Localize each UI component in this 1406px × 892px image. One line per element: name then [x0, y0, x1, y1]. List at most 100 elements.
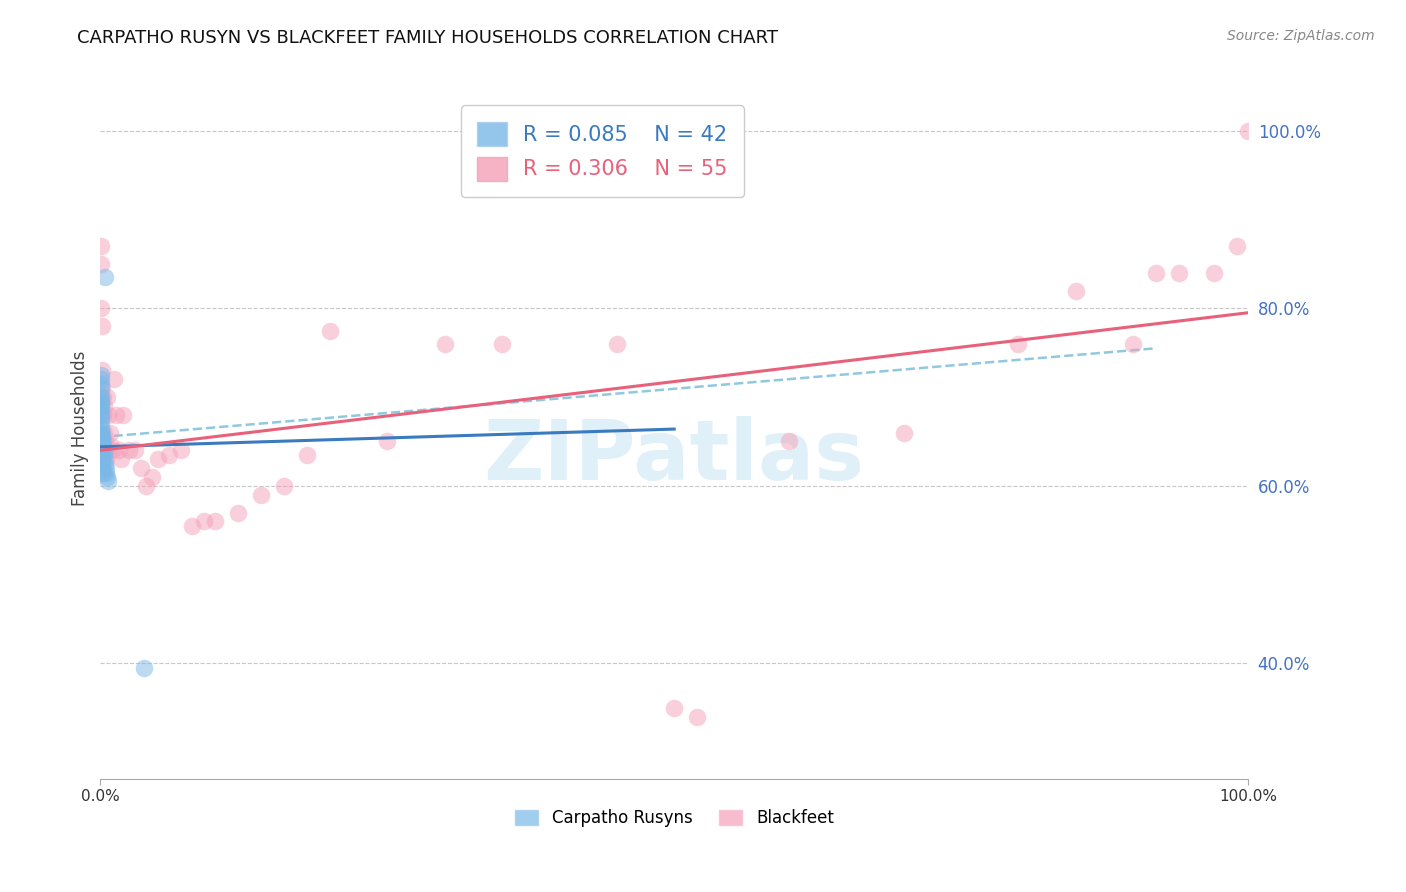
Point: [135, 479, 157, 493]
Point: [90, 443, 112, 458]
Point: [1122, 336, 1144, 351]
Point: [90, 390, 112, 404]
Point: [91, 452, 114, 467]
Point: [295, 448, 318, 462]
Point: [112, 408, 135, 422]
Point: [893, 425, 915, 440]
Point: [91, 466, 114, 480]
Point: [90, 390, 112, 404]
Point: [90, 394, 112, 409]
Point: [686, 710, 709, 724]
Point: [319, 324, 342, 338]
Point: [1064, 284, 1087, 298]
Point: [90, 434, 112, 449]
Point: [96, 390, 118, 404]
Point: [93, 399, 115, 413]
Point: [94, 452, 117, 467]
Point: [118, 443, 141, 458]
Point: [91, 381, 114, 395]
Point: [91, 439, 114, 453]
Point: [90, 434, 112, 449]
Point: [90, 425, 112, 440]
Point: [93, 452, 115, 467]
Point: [100, 439, 122, 453]
Point: [91, 448, 114, 462]
Point: [94, 461, 117, 475]
Point: [1144, 266, 1167, 280]
Point: [90, 408, 112, 422]
Point: [90, 417, 112, 431]
Point: [105, 408, 128, 422]
Point: [90, 381, 112, 395]
Point: [97, 475, 120, 489]
Point: [146, 452, 169, 467]
Point: [94, 443, 117, 458]
Point: [90, 421, 112, 435]
Point: [94, 270, 117, 285]
Point: [157, 448, 180, 462]
Point: [491, 336, 513, 351]
Point: [90, 394, 112, 409]
Point: [98, 425, 121, 440]
Point: [1225, 239, 1247, 253]
Point: [97, 408, 120, 422]
Point: [273, 479, 295, 493]
Text: Source: ZipAtlas.com: Source: ZipAtlas.com: [1227, 29, 1375, 43]
Point: [90, 412, 112, 426]
Point: [129, 461, 152, 475]
Point: [90, 439, 112, 453]
Point: [90, 319, 112, 334]
Point: [226, 506, 249, 520]
Point: [110, 452, 132, 467]
Point: [606, 336, 628, 351]
Point: [91, 390, 114, 404]
Point: [1168, 266, 1191, 280]
Point: [181, 519, 204, 533]
Point: [93, 443, 115, 458]
Point: [90, 403, 112, 417]
Point: [90, 408, 112, 422]
Point: [193, 515, 215, 529]
Point: [204, 515, 226, 529]
Point: [90, 430, 112, 444]
Text: ZIPatlas: ZIPatlas: [484, 416, 865, 497]
Point: [778, 434, 800, 449]
Point: [90, 425, 112, 440]
Point: [90, 399, 112, 413]
Point: [91, 457, 114, 471]
Point: [90, 239, 112, 253]
Point: [103, 372, 125, 386]
Point: [93, 425, 115, 440]
Point: [90, 376, 112, 391]
Point: [1202, 266, 1225, 280]
Point: [662, 701, 685, 715]
Point: [433, 336, 456, 351]
Point: [132, 661, 155, 675]
Point: [170, 443, 193, 458]
Point: [101, 443, 124, 458]
Point: [90, 430, 112, 444]
Point: [94, 457, 117, 471]
Point: [107, 443, 129, 458]
Point: [250, 488, 273, 502]
Point: [375, 434, 398, 449]
Point: [1237, 124, 1260, 138]
Point: [90, 301, 112, 316]
Point: [90, 368, 112, 382]
Point: [96, 470, 118, 484]
Point: [90, 425, 112, 440]
Point: [1007, 336, 1029, 351]
Point: [141, 470, 163, 484]
Point: [124, 443, 146, 458]
Point: [90, 399, 112, 413]
Legend: Carpatho Rusyns, Blackfeet: Carpatho Rusyns, Blackfeet: [508, 802, 841, 834]
Point: [94, 434, 117, 449]
Point: [91, 408, 114, 422]
Point: [90, 257, 112, 271]
Point: [94, 466, 117, 480]
Text: CARPATHO RUSYN VS BLACKFEET FAMILY HOUSEHOLDS CORRELATION CHART: CARPATHO RUSYN VS BLACKFEET FAMILY HOUSE…: [77, 29, 779, 46]
Point: [91, 363, 114, 377]
Y-axis label: Family Households: Family Households: [72, 351, 89, 506]
Point: [93, 448, 115, 462]
Point: [90, 372, 112, 386]
